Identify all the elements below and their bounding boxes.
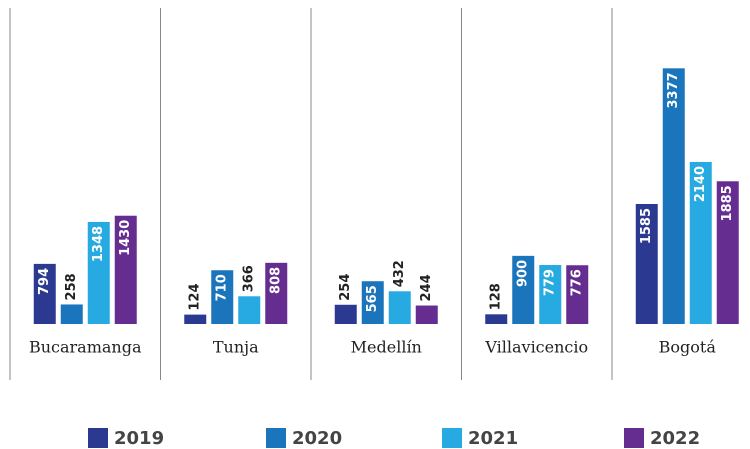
legend-label: 2019 [114,428,164,449]
bar [87,221,110,324]
legend-swatch [442,428,462,448]
bar [662,68,685,324]
data-label: 1885 [720,185,735,221]
bar [635,203,658,324]
bar [211,270,234,324]
data-label: 1585 [639,208,654,244]
bar [60,304,83,324]
data-label: 124 [188,283,203,310]
x-tick-label: Bucaramanga [29,338,142,357]
bar [415,305,438,324]
bar [361,281,384,324]
data-label: 1430 [118,220,133,256]
data-label: 710 [215,274,230,301]
data-label: 565 [365,285,380,312]
data-label: 2140 [693,166,708,202]
bar [485,314,508,324]
bar [539,265,562,324]
legend-swatch [88,428,108,448]
bar [716,181,739,324]
x-tick-label: Villavicencio [484,338,588,357]
data-label: 776 [570,269,585,296]
data-label: 254 [338,274,353,301]
legend-label: 2020 [292,428,342,449]
bar [33,263,56,324]
data-label: 900 [516,260,531,287]
legend-label: 2021 [468,428,518,449]
data-label: 794 [37,268,52,295]
bar [114,215,137,324]
data-label: 808 [269,267,284,294]
x-tick-label: Tunja [213,338,259,357]
bar [334,304,357,324]
data-label: 244 [419,274,434,301]
legend-swatch [266,428,286,448]
data-label: 128 [489,283,504,310]
bar [238,296,261,324]
legend-swatch [624,428,644,448]
bar [184,314,207,324]
bar [566,265,589,324]
data-label: 779 [543,269,558,296]
legend-label: 2022 [650,428,700,449]
bar [689,161,712,324]
data-label: 3377 [666,72,681,108]
data-label: 1348 [91,226,106,262]
x-tick-label: Medellín [351,338,422,357]
data-label: 366 [242,265,257,292]
bar [512,255,535,324]
data-label: 432 [392,260,407,287]
bar [265,262,288,324]
data-label: 258 [64,273,79,300]
bar [388,291,411,324]
x-tick-label: Bogotá [659,338,717,357]
